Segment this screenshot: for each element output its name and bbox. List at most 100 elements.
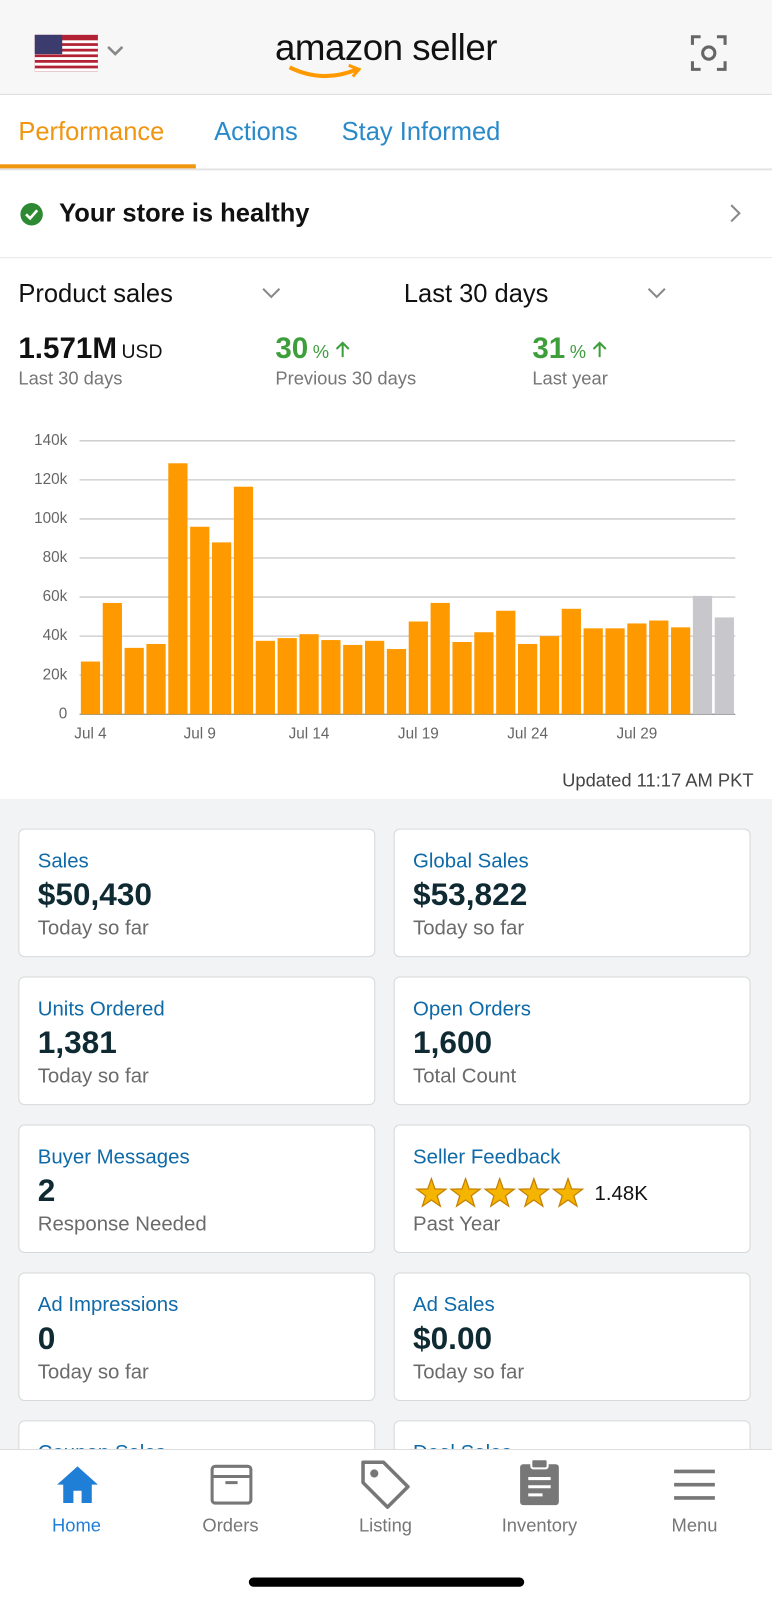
y-tick-label: 0 [59,705,68,722]
cards-area: Sales $50,430 Today so far Global Sales $53,… [0,798,772,1549]
updated-time: Updated 11:17 AM PKT [562,770,754,791]
bar [102,602,122,715]
stat-unit: USD [121,341,163,364]
tab[interactable]: Actions [214,117,298,146]
bar [255,640,275,715]
card-caption: Today so far [37,917,149,940]
bar [277,638,297,715]
stat-unit: % [569,341,587,363]
y-tick-label: 60k [43,588,68,605]
nav-item[interactable]: Menu [671,1515,718,1536]
inventory-icon [520,1458,559,1506]
bar [343,644,363,715]
nav-item[interactable]: Inventory [501,1515,578,1536]
stat: 30 % Previous 30 days [275,333,416,390]
stat: 1.571M USD Last 30 days [18,333,162,390]
check-icon [20,203,43,226]
star [483,1176,517,1208]
card-title: Ad Sales [413,1293,495,1317]
stat-value: 31 [532,332,566,366]
bar [605,628,625,715]
nav-item[interactable]: Home [51,1515,101,1536]
card-value: $0.00 [413,1320,493,1357]
star-rating [415,1176,585,1208]
tab-bar: Performance Actions Stay Informed [0,95,772,171]
y-tick-label: 40k [43,627,68,644]
metric-card[interactable]: Ad Sales $0.00 Today so far [393,1272,751,1402]
bar [452,642,472,715]
stat-caption: Last year [532,368,608,389]
card-caption: Past Year [413,1213,501,1236]
card-title: Open Orders [413,997,531,1021]
sales-chart: 0 20k 40k 60k 80k 100k 120k 140k Jul 4 Jul 9 Jul 1… [34,432,736,743]
card-title: Ad Impressions [37,1293,179,1317]
bar [386,649,407,715]
bar [408,621,428,715]
listing-icon [361,1460,410,1509]
bar [321,640,341,715]
metric-card[interactable]: Global Sales $53,822 Today so far [393,828,751,958]
bar [496,610,516,715]
y-tick-label: 140k [34,432,68,449]
card-value: 1,600 [413,1024,493,1061]
active-tab-indicator [0,164,196,169]
bar [539,636,560,715]
bar [168,463,188,715]
nav-item[interactable]: Listing [358,1515,413,1536]
dropdown-arrow [262,288,281,299]
menu-icon [674,1469,715,1500]
bar [518,643,538,715]
rating-count: 1.48K [594,1182,648,1206]
bar [190,526,210,715]
country-selector[interactable] [34,34,133,72]
bar [233,486,254,715]
card-caption: Today so far [37,1361,149,1384]
y-tick-label: 100k [34,510,68,527]
bar [212,542,232,715]
bar [430,602,450,715]
card-title: Buyer Messages [37,1145,190,1169]
card-value: 2 [37,1172,56,1209]
metric-dropdown[interactable]: Product sales [18,279,173,309]
bar [365,640,385,715]
star [551,1176,585,1208]
card-value: 0 [37,1320,56,1357]
metric-card[interactable]: Seller Feedback 1.48K Past Year [393,1124,751,1254]
card-title: Seller Feedback [413,1145,561,1169]
header: amazon seller [0,0,772,95]
card-title: Global Sales [413,849,529,873]
star [449,1176,482,1208]
orders-icon [210,1464,253,1505]
card-value: $50,430 [37,876,153,913]
app-title: amazon seller [0,27,772,70]
x-tick-label: Jul 9 [184,726,216,743]
scan-button[interactable] [690,35,727,72]
nav-item[interactable]: Orders [202,1515,259,1536]
home-icon [57,1466,98,1504]
tab[interactable]: Performance [18,117,165,146]
x-tick-label: Jul 14 [289,726,330,743]
metric-card[interactable]: Units Ordered 1,381 Today so far [18,976,376,1106]
x-tick-label: Jul 19 [398,726,439,743]
stat-value: 30 [275,332,309,366]
period-dropdown[interactable]: Last 30 days [403,279,549,309]
bar [671,627,691,715]
stat-caption: Last 30 days [18,368,123,389]
y-tick-label: 80k [43,549,68,566]
stat-value: 1.571M [18,332,118,366]
status-text: Your store is healthy [59,198,310,228]
app-title-text: amazon seller [275,26,497,69]
card-title: Units Ordered [37,997,165,1021]
metric-card[interactable]: Buyer Messages 2 Response Needed [18,1124,376,1254]
metric-card[interactable]: Open Orders 1,600 Total Count [393,976,751,1106]
star [517,1176,551,1208]
metric-card[interactable]: Ad Impressions 0 Today so far [18,1272,376,1402]
tab[interactable]: Stay Informed [341,117,501,146]
logo-smile [288,63,362,79]
bar [714,617,734,715]
card-value: $53,822 [413,876,528,913]
metric-card[interactable]: Sales $50,430 Today so far [18,828,376,958]
store-status[interactable]: Your store is healthy [0,170,772,259]
